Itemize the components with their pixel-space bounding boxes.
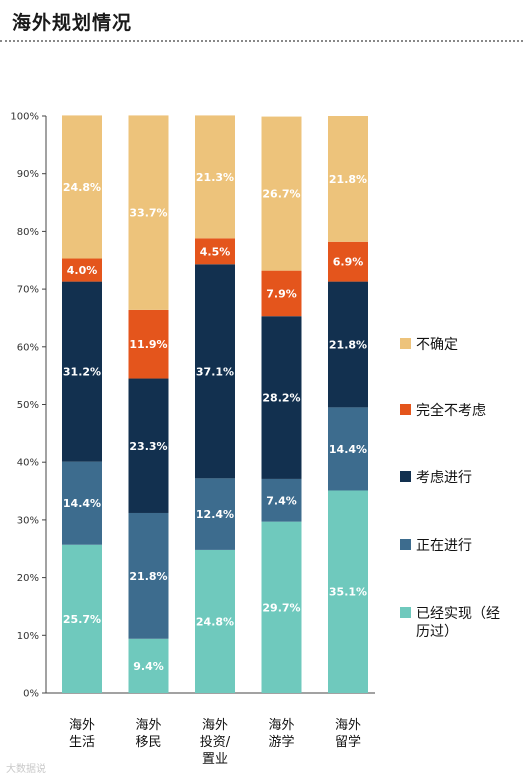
page-title: 海外规划情况 xyxy=(12,12,133,34)
legend-swatch xyxy=(400,539,411,550)
bar-segment xyxy=(328,407,368,491)
bar-segment xyxy=(328,116,368,242)
bar-segment xyxy=(328,241,368,282)
data-label: 23.3% xyxy=(129,440,167,453)
y-tick-label: 0% xyxy=(23,689,39,700)
bar-segment xyxy=(195,264,235,479)
data-label: 11.9% xyxy=(129,338,167,351)
bar-segment xyxy=(195,238,235,265)
data-label: 25.7% xyxy=(63,613,101,626)
bar-segment xyxy=(261,478,302,522)
data-label: 24.8% xyxy=(196,615,234,628)
data-label: 7.9% xyxy=(266,287,297,300)
category-label: 移民 xyxy=(135,735,161,750)
y-tick-label: 20% xyxy=(17,573,39,584)
data-label: 26.7% xyxy=(262,188,300,201)
title-divider xyxy=(0,40,523,42)
category-label: 海外 xyxy=(268,718,294,733)
data-label: 24.8% xyxy=(63,181,101,194)
data-label: 28.2% xyxy=(262,392,300,405)
bar-segment xyxy=(261,270,302,317)
data-label: 29.7% xyxy=(262,601,300,614)
category-label: 置业 xyxy=(202,752,228,767)
bar-segment xyxy=(261,316,302,479)
bar-segment xyxy=(128,512,169,639)
legend-label: 考虑进行 xyxy=(416,470,472,486)
data-label: 14.4% xyxy=(329,443,367,456)
bar-segment xyxy=(328,490,368,693)
category-label: 游学 xyxy=(268,734,294,750)
category-label: 留学 xyxy=(335,734,361,750)
bar-segment xyxy=(62,281,102,462)
bar-segment xyxy=(128,309,169,379)
data-label: 12.4% xyxy=(196,508,234,521)
data-label: 21.8% xyxy=(129,570,167,583)
y-tick-label: 10% xyxy=(17,631,39,642)
bar-segment xyxy=(128,115,169,310)
legend-swatch xyxy=(400,607,411,618)
data-label: 37.1% xyxy=(196,365,234,378)
legend-label: 不确定 xyxy=(416,337,458,353)
bar-segment xyxy=(62,461,102,545)
y-tick-label: 60% xyxy=(17,342,39,353)
y-axis: 0% 10% 20% 30% 40% 50% 60% 70% 80% 90% 100% xyxy=(10,112,375,700)
bars xyxy=(62,115,368,693)
data-label: 21.8% xyxy=(329,173,367,186)
data-label: 4.0% xyxy=(67,264,98,277)
y-tick-label: 80% xyxy=(17,227,39,238)
category-label: 生活 xyxy=(69,735,95,750)
data-label: 6.9% xyxy=(333,256,364,269)
category-label: 海外 xyxy=(202,718,228,733)
data-label: 35.1% xyxy=(329,586,367,599)
y-tick-label: 100% xyxy=(10,112,39,123)
bar-segment xyxy=(62,258,102,282)
legend-label: 已经实现（经 xyxy=(416,606,500,622)
bar-segment xyxy=(128,638,169,693)
bar-segment xyxy=(328,281,368,408)
bar-segment xyxy=(195,478,235,550)
data-label: 21.8% xyxy=(329,338,367,351)
legend-label: 完全不考虑 xyxy=(416,402,486,419)
category-label: 海外 xyxy=(135,718,161,733)
watermark: 大数据说 xyxy=(6,764,46,775)
bar-segment xyxy=(62,115,102,259)
legend-swatch xyxy=(400,471,411,482)
data-label: 21.3% xyxy=(196,171,234,184)
y-tick-label: 70% xyxy=(17,285,39,296)
y-tick-label: 30% xyxy=(17,515,39,526)
data-label: 7.4% xyxy=(266,494,297,507)
y-tick-label: 50% xyxy=(17,400,39,411)
data-label: 33.7% xyxy=(129,207,167,220)
data-label: 31.2% xyxy=(63,366,101,379)
category-label: 海外 xyxy=(69,718,95,733)
data-labels: 25.7% 14.4% 31.2% 4.0% 24.8% 9.4% 21.8% 23.3% 11… xyxy=(63,171,367,673)
bar-segment xyxy=(62,544,102,693)
y-tick-label: 90% xyxy=(17,169,39,180)
legend-label: 正在进行 xyxy=(416,538,472,554)
bar-segment xyxy=(128,378,169,513)
bar-segment xyxy=(195,549,235,693)
legend-swatch xyxy=(400,338,411,349)
legend-swatch xyxy=(400,404,411,415)
data-label: 14.4% xyxy=(63,497,101,510)
category-label: 海外 xyxy=(335,718,361,733)
data-label: 4.5% xyxy=(200,245,231,258)
bar-segment xyxy=(261,521,302,693)
data-label: 9.4% xyxy=(133,660,164,673)
legend-label: 历过） xyxy=(416,624,458,640)
category-label: 投资/ xyxy=(200,734,231,750)
bar-segment xyxy=(261,116,302,271)
y-tick-label: 40% xyxy=(17,458,39,469)
bar-segment xyxy=(195,115,235,239)
